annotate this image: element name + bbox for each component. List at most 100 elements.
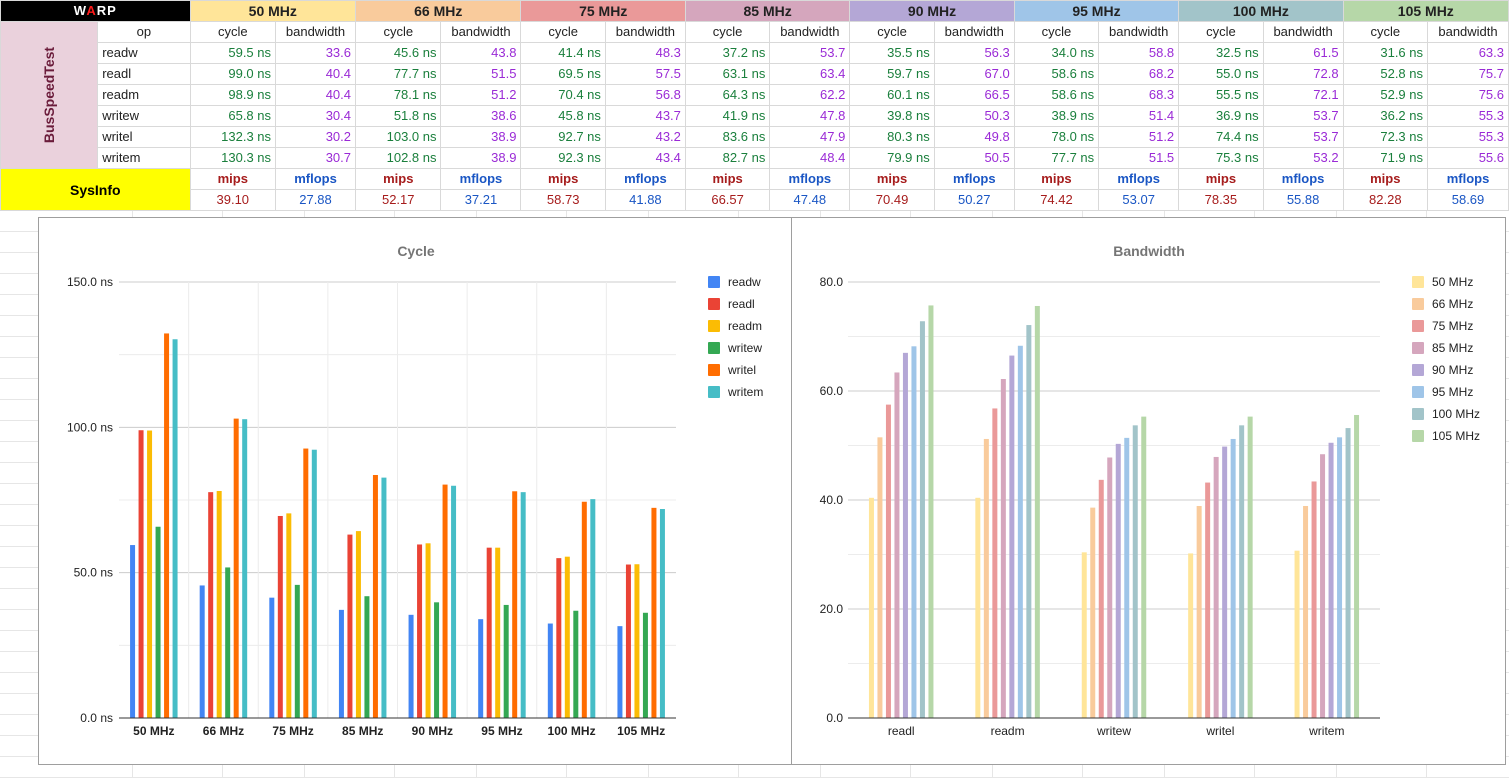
bandwidth-cell[interactable]: 40.4 bbox=[275, 84, 357, 106]
bar[interactable] bbox=[225, 567, 231, 718]
bandwidth-cell[interactable]: 72.1 bbox=[1262, 84, 1344, 106]
legend-swatch[interactable] bbox=[708, 342, 720, 354]
cycle-cell[interactable]: 38.9 ns bbox=[1013, 105, 1100, 127]
bandwidth-cell[interactable]: 75.7 bbox=[1427, 63, 1509, 85]
mips-header[interactable]: mips bbox=[684, 168, 771, 190]
bandwidth-cell[interactable]: 55.3 bbox=[1427, 105, 1509, 127]
mips-value[interactable]: 58.73 bbox=[520, 189, 606, 211]
bar[interactable] bbox=[894, 372, 900, 718]
bar[interactable] bbox=[1205, 482, 1211, 718]
cycle-cell[interactable]: 41.4 ns bbox=[520, 42, 606, 64]
legend-swatch[interactable] bbox=[1412, 408, 1424, 420]
mflops-value[interactable]: 41.88 bbox=[604, 189, 686, 211]
freq-header[interactable]: 85 MHz bbox=[684, 0, 851, 22]
bandwidth-cell[interactable]: 53.7 bbox=[769, 42, 851, 64]
bar[interactable] bbox=[338, 609, 344, 718]
bandwidth-cell[interactable]: 47.8 bbox=[769, 105, 851, 127]
cycle-cell[interactable]: 130.3 ns bbox=[189, 147, 277, 169]
legend-label[interactable]: 75 MHz bbox=[1432, 319, 1473, 333]
bar[interactable] bbox=[651, 507, 657, 718]
legend-swatch[interactable] bbox=[708, 276, 720, 288]
legend-swatch[interactable] bbox=[1412, 320, 1424, 332]
cycle-cell[interactable]: 52.8 ns bbox=[1342, 63, 1429, 85]
mips-value[interactable]: 78.35 bbox=[1178, 189, 1264, 211]
bar[interactable] bbox=[634, 564, 640, 718]
bar[interactable] bbox=[233, 418, 239, 718]
mflops-header[interactable]: mflops bbox=[275, 168, 357, 190]
bar[interactable] bbox=[417, 544, 423, 718]
bar[interactable] bbox=[975, 497, 981, 718]
bar[interactable] bbox=[564, 556, 570, 718]
bar[interactable] bbox=[364, 596, 370, 718]
cycle-cell[interactable]: 55.5 ns bbox=[1178, 84, 1264, 106]
bar[interactable] bbox=[495, 547, 501, 718]
bar[interactable] bbox=[520, 492, 526, 718]
legend-label[interactable]: 66 MHz bbox=[1432, 297, 1473, 311]
legend-label[interactable]: writem bbox=[727, 385, 763, 399]
bar[interactable] bbox=[1034, 305, 1040, 718]
freq-header[interactable]: 100 MHz bbox=[1178, 0, 1344, 22]
freq-header[interactable]: 66 MHz bbox=[355, 0, 522, 22]
bar[interactable] bbox=[902, 352, 908, 718]
legend-swatch[interactable] bbox=[1412, 430, 1424, 442]
bandwidth-cell[interactable]: 75.6 bbox=[1427, 84, 1509, 106]
bandwidth-header[interactable]: bandwidth bbox=[1098, 21, 1180, 43]
bandwidth-cell[interactable]: 33.6 bbox=[275, 42, 357, 64]
bar[interactable] bbox=[1230, 438, 1236, 718]
bandwidth-cell[interactable]: 66.5 bbox=[933, 84, 1015, 106]
bar[interactable] bbox=[1132, 425, 1138, 718]
bar[interactable] bbox=[1328, 442, 1334, 718]
cycle-cell[interactable]: 55.0 ns bbox=[1178, 63, 1264, 85]
bar[interactable] bbox=[877, 437, 883, 718]
bar[interactable] bbox=[347, 534, 353, 718]
bar[interactable] bbox=[434, 602, 440, 718]
bar[interactable] bbox=[1294, 550, 1300, 718]
bar[interactable] bbox=[1354, 414, 1360, 718]
bandwidth-cell[interactable]: 50.3 bbox=[933, 105, 1015, 127]
test-group-label[interactable]: BusSpeedTest bbox=[0, 21, 99, 169]
cycle-cell[interactable]: 36.9 ns bbox=[1178, 105, 1264, 127]
legend-swatch[interactable] bbox=[1412, 386, 1424, 398]
bandwidth-cell[interactable]: 43.7 bbox=[604, 105, 686, 127]
bar[interactable] bbox=[1098, 479, 1104, 718]
bar[interactable] bbox=[199, 585, 205, 718]
cycle-cell[interactable]: 72.3 ns bbox=[1342, 126, 1429, 148]
legend-label[interactable]: 85 MHz bbox=[1432, 341, 1473, 355]
bandwidth-cell[interactable]: 55.6 bbox=[1427, 147, 1509, 169]
bar[interactable] bbox=[442, 484, 448, 718]
cycle-cell[interactable]: 31.6 ns bbox=[1342, 42, 1429, 64]
mflops-header[interactable]: mflops bbox=[1098, 168, 1180, 190]
bar[interactable] bbox=[581, 501, 587, 718]
mips-header[interactable]: mips bbox=[355, 168, 442, 190]
legend-label[interactable]: readw bbox=[728, 275, 761, 289]
mflops-value[interactable]: 47.48 bbox=[769, 189, 851, 211]
bar[interactable] bbox=[408, 614, 414, 718]
cycle-cell[interactable]: 60.1 ns bbox=[849, 84, 935, 106]
bar[interactable] bbox=[1196, 505, 1202, 718]
sysinfo-label[interactable]: SysInfo bbox=[0, 168, 191, 211]
legend-label[interactable]: 90 MHz bbox=[1432, 363, 1473, 377]
bar[interactable] bbox=[451, 485, 457, 718]
mips-value[interactable]: 52.17 bbox=[355, 189, 442, 211]
bandwidth-cell[interactable]: 51.4 bbox=[1098, 105, 1180, 127]
mflops-header[interactable]: mflops bbox=[1262, 168, 1344, 190]
bar[interactable] bbox=[425, 543, 431, 718]
bandwidth-cell[interactable]: 68.3 bbox=[1098, 84, 1180, 106]
cycle-header[interactable]: cycle bbox=[355, 21, 442, 43]
bandwidth-cell[interactable]: 53.7 bbox=[1262, 105, 1344, 127]
bar[interactable] bbox=[919, 321, 925, 718]
bar[interactable] bbox=[983, 438, 989, 718]
mflops-value[interactable]: 27.88 bbox=[275, 189, 357, 211]
bandwidth-cell[interactable]: 67.0 bbox=[933, 63, 1015, 85]
bandwidth-cell[interactable]: 38.9 bbox=[440, 147, 522, 169]
bandwidth-cell[interactable]: 43.4 bbox=[604, 147, 686, 169]
cycle-cell[interactable]: 52.9 ns bbox=[1342, 84, 1429, 106]
bar[interactable] bbox=[138, 430, 144, 718]
mflops-value[interactable]: 50.27 bbox=[933, 189, 1015, 211]
cycle-cell[interactable]: 51.8 ns bbox=[355, 105, 442, 127]
bandwidth-header[interactable]: bandwidth bbox=[1262, 21, 1344, 43]
bar[interactable] bbox=[478, 619, 484, 718]
bandwidth-header[interactable]: bandwidth bbox=[275, 21, 357, 43]
cycle-cell[interactable]: 132.3 ns bbox=[189, 126, 277, 148]
freq-header[interactable]: 50 MHz bbox=[189, 0, 357, 22]
